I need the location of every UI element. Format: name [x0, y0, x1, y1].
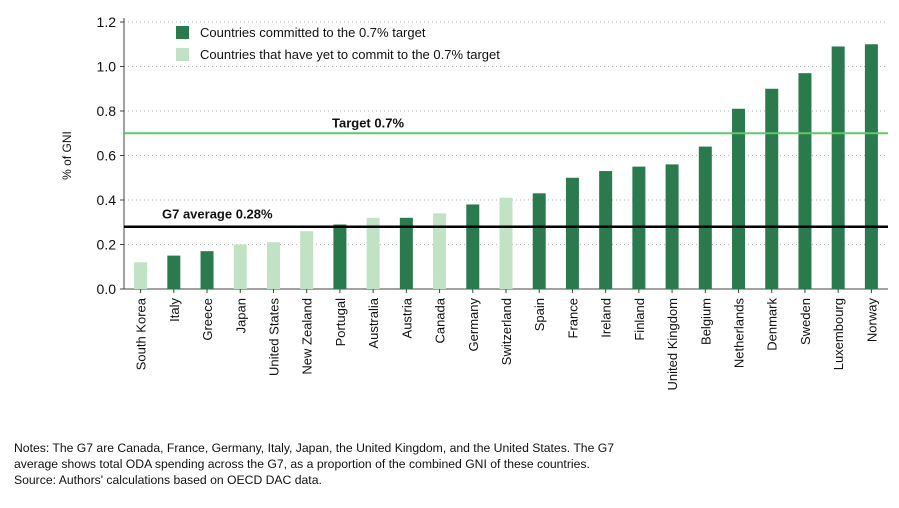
x-tick-label: Finland — [632, 298, 647, 341]
bar-spain — [532, 193, 546, 289]
x-tick-label: South Korea — [134, 297, 149, 370]
x-tick-label: Canada — [433, 297, 448, 343]
legend-label-not-committed: Countries that have yet to commit to the… — [200, 47, 500, 62]
bar-sweden — [798, 73, 812, 289]
x-tick-label: Denmark — [765, 298, 780, 351]
g7-average-label: G7 average 0.28% — [162, 207, 273, 222]
bar-portugal — [333, 224, 347, 289]
x-tick-label: France — [565, 298, 580, 338]
chart-notes: Notes: The G7 are Canada, France, German… — [14, 440, 894, 488]
bar-canada — [433, 213, 447, 289]
x-tick-label: Norway — [864, 298, 879, 343]
x-tick-label: Spain — [532, 298, 547, 331]
x-tick-label: Belgium — [698, 298, 713, 345]
oda-bar-chart: 0.0 0.2 0.4 0.6 0.8 1.0 1.2 % of GNI Target 0.7%… — [60, 14, 888, 391]
x-tick-label: Netherlands — [732, 298, 747, 369]
bar-france — [565, 177, 579, 289]
bar-austria — [399, 217, 413, 289]
y-tick-label: 0.8 — [97, 103, 117, 119]
y-tick-label: 0.2 — [97, 237, 117, 253]
x-tick-label: Germany — [466, 298, 481, 352]
bar-germany — [466, 204, 480, 289]
bar-italy — [167, 255, 181, 289]
y-axis-label: % of GNI — [60, 131, 74, 180]
bar-netherlands — [732, 108, 746, 290]
x-tick-label: Japan — [233, 298, 248, 333]
bar-united-states — [266, 242, 280, 289]
x-tick-label: Greece — [200, 298, 215, 341]
x-tick-label: United States — [266, 298, 281, 377]
y-tick-label: 0.4 — [97, 192, 117, 208]
y-tick-label: 0.0 — [97, 281, 117, 297]
bar-ireland — [599, 171, 613, 289]
notes-line-1: Notes: The G7 are Canada, France, German… — [14, 441, 614, 455]
bar-new-zealand — [300, 231, 314, 289]
x-tick-label: Australia — [366, 297, 381, 348]
x-tick-label: Italy — [167, 298, 182, 322]
bar-japan — [233, 244, 247, 289]
x-tick-label: Ireland — [599, 298, 614, 338]
x-tick-label: New Zealand — [300, 298, 315, 375]
x-tick-label: Sweden — [798, 298, 813, 345]
x-tick-label: Luxembourg — [831, 298, 846, 370]
bar-norway — [864, 44, 878, 289]
y-tick-label: 0.6 — [97, 148, 117, 164]
y-tick-label: 1.0 — [97, 59, 117, 75]
bar-denmark — [765, 88, 779, 289]
x-tick-label: Austria — [399, 297, 414, 338]
notes-line-2: average shows total ODA spending across … — [14, 457, 590, 471]
bar-south-korea — [134, 262, 148, 289]
bar-greece — [200, 251, 214, 289]
y-tick-label: 1.2 — [97, 14, 117, 30]
legend-swatch-not-committed — [176, 48, 189, 61]
bar-australia — [366, 217, 380, 289]
bar-belgium — [698, 146, 712, 289]
bar-luxembourg — [831, 46, 845, 289]
x-tick-label: Portugal — [333, 298, 348, 347]
legend-label-committed: Countries committed to the 0.7% target — [200, 25, 426, 40]
x-tick-label: Switzerland — [499, 298, 514, 365]
x-tick-label: United Kingdom — [665, 298, 680, 391]
target-line-label: Target 0.7% — [332, 115, 404, 130]
bar-switzerland — [499, 197, 513, 289]
notes-line-3: Source: Authors' calculations based on O… — [14, 473, 322, 487]
legend-swatch-committed — [176, 26, 189, 39]
